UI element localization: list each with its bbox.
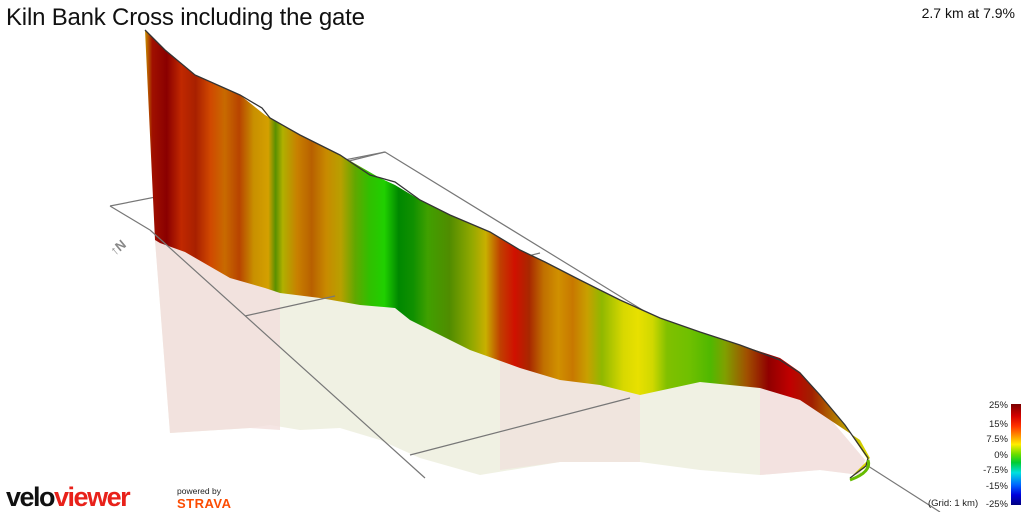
legend-tick: 25% [988, 400, 1008, 411]
gradient-legend: 25% 15% 7.5% 0% -7.5% -15% -25% (Grid: 1… [900, 398, 1024, 512]
legend-tick: 15% [988, 419, 1008, 430]
legend-tick: 7.5% [986, 434, 1008, 445]
logo-velo: velo [6, 482, 56, 512]
segment-summary: 2.7 km at 7.9% [921, 5, 1015, 21]
gradient-colorbar [1011, 404, 1021, 505]
powered-by-strava[interactable]: powered by STRAVA [177, 487, 232, 510]
logo-viewer: viewer [54, 482, 131, 512]
powered-by-label: powered by [177, 486, 221, 496]
legend-tick: -15% [985, 481, 1008, 492]
grid-lines-front [109, 205, 941, 512]
profile-wall [145, 30, 870, 478]
legend-tick: -25% [985, 499, 1008, 510]
legend-tick: -7.5% [983, 465, 1008, 476]
profile-top-edge [144, 29, 869, 479]
page-title: Kiln Bank Cross including the gate [6, 4, 365, 31]
veloviewer-logo[interactable]: veloviewer [6, 482, 131, 512]
strava-logo: STRAVA [177, 495, 232, 511]
grid-scale-note: (Grid: 1 km) [928, 498, 979, 509]
legend-tick: 0% [994, 450, 1008, 461]
